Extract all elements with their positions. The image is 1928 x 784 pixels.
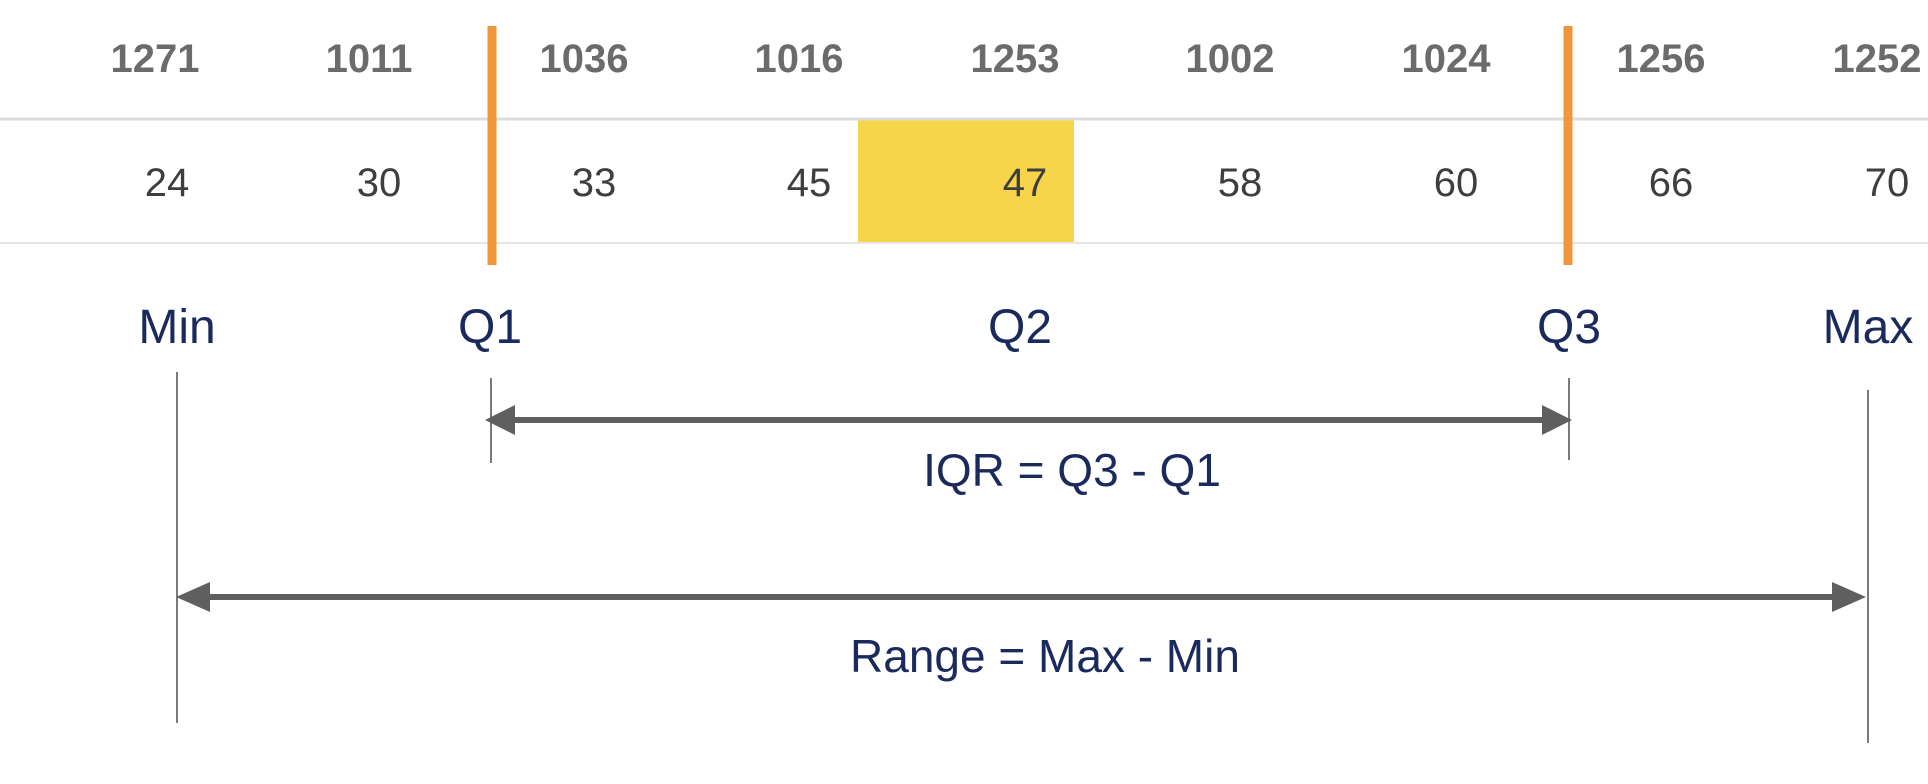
value-cell: 33 [572,161,617,205]
median-highlight-cell [858,120,1074,243]
value-cell: 24 [145,161,190,205]
id-cell: 1024 [1402,37,1492,81]
id-cell: 1002 [1186,37,1275,81]
iqr-arrow [485,405,1572,435]
value-cell: 60 [1434,161,1479,205]
value-cell: 70 [1865,161,1910,205]
id-cell: 1036 [540,37,629,81]
q3-label: Q3 [1537,301,1601,354]
value-cell: 30 [357,161,402,205]
iqr-formula: IQR = Q3 - Q1 [923,444,1221,496]
id-cell: 1271 [111,37,200,81]
min-label: Min [138,301,215,354]
id-cell: 1256 [1617,37,1706,81]
id-cell: 1011 [326,37,413,81]
value-cell: 45 [787,161,832,205]
value-row: 24 30 33 45 47 58 60 66 70 [145,161,1910,205]
id-cell: 1252 [1833,37,1922,81]
q2-label: Q2 [988,301,1052,354]
max-label: Max [1823,301,1914,354]
q1-label: Q1 [458,301,522,354]
value-cell: 66 [1649,161,1694,205]
id-cell: 1253 [971,37,1060,81]
id-row: 1271 1011 1036 1016 1253 1002 1024 1256 … [111,37,1922,81]
value-cell: 58 [1218,161,1263,205]
range-arrow [176,582,1866,612]
id-cell: 1016 [755,37,844,81]
value-cell-median: 47 [1003,161,1048,205]
range-formula: Range = Max - Min [850,630,1240,682]
